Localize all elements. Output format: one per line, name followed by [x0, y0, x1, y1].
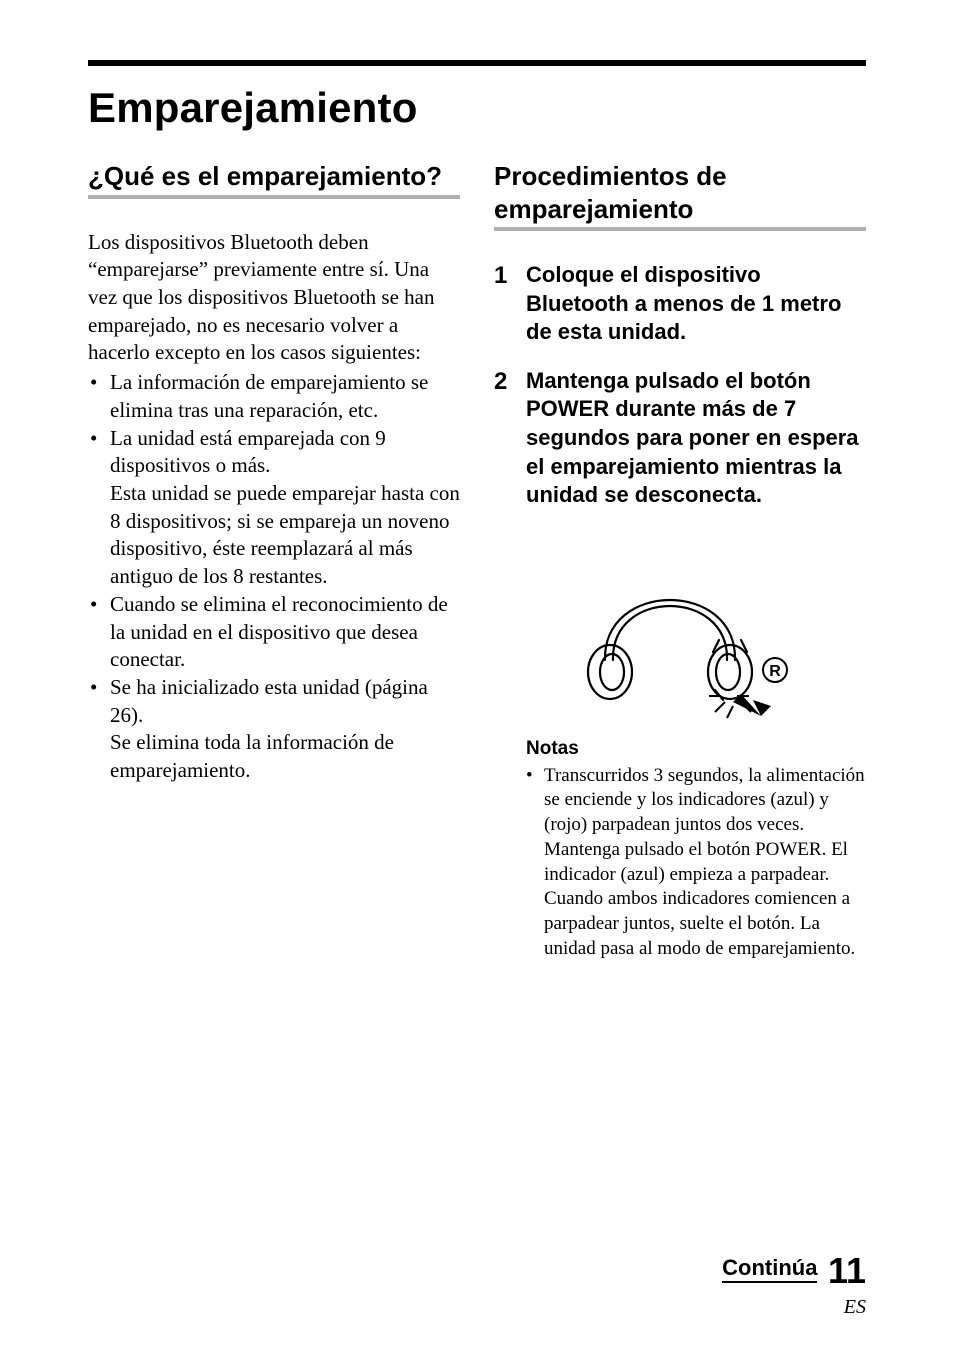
headphone-icon: R [565, 530, 795, 720]
list-item: La información de emparejamiento se elim… [88, 369, 460, 424]
right-section-heading: Procedimientos de emparejamiento [494, 160, 866, 231]
top-rule [88, 60, 866, 66]
left-bullet-list: La información de emparejamiento se elim… [88, 369, 460, 785]
page-number: 11 [828, 1250, 866, 1291]
step-item: 2 Mantenga pulsado el botón POWER durant… [494, 367, 866, 510]
two-column-layout: ¿Qué es el emparejamiento? Los dispositi… [88, 160, 866, 961]
step-number: 2 [494, 367, 512, 397]
chapter-title: Emparejamiento [88, 84, 866, 132]
left-section-heading: ¿Qué es el emparejamiento? [88, 160, 460, 199]
list-item: La unidad está emparejada con 9 disposit… [88, 425, 460, 591]
step-text: Mantenga pulsado el botón POWER durante … [526, 367, 866, 510]
step-item: 1 Coloque el dispositivo Bluetooth a men… [494, 261, 866, 347]
left-intro-paragraph: Los dispositivos Bluetooth deben “empare… [88, 229, 460, 368]
list-item: Se ha inicializado esta unidad (página 2… [88, 674, 460, 785]
list-item: Transcurridos 3 segundos, la alimentació… [526, 764, 866, 962]
headphone-illustration: R [494, 530, 866, 720]
page-footer: Continúa 11 ES [722, 1250, 866, 1319]
left-column: ¿Qué es el emparejamiento? Los dispositi… [88, 160, 460, 961]
step-text: Coloque el dispositivo Bluetooth a menos… [526, 261, 866, 347]
continue-label: Continúa [722, 1255, 817, 1283]
right-column: Procedimientos de emparejamiento 1 Coloq… [494, 160, 866, 961]
procedure-steps: 1 Coloque el dispositivo Bluetooth a men… [494, 261, 866, 510]
step-number: 1 [494, 261, 512, 291]
language-code: ES [722, 1296, 866, 1319]
list-item: Cuando se elimina el reconocimiento de l… [88, 591, 460, 674]
r-label: R [769, 663, 781, 680]
notes-heading: Notas [526, 738, 866, 760]
notes-list: Transcurridos 3 segundos, la alimentació… [526, 764, 866, 962]
